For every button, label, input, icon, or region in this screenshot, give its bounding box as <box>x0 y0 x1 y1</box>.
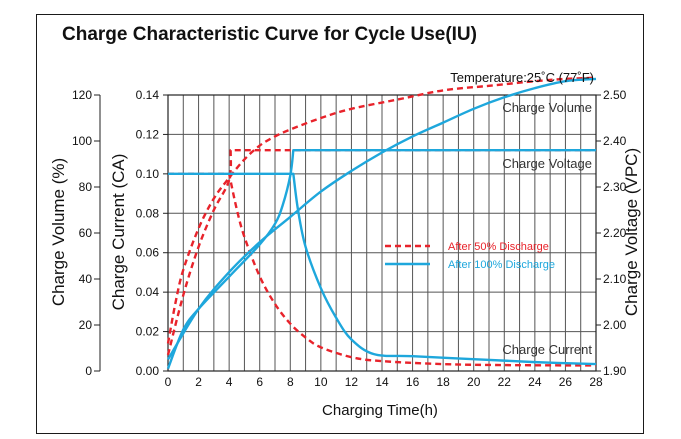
x-tick-label: 16 <box>406 375 420 389</box>
y-axis-label-voltage: Charge Voltage (VPC) <box>622 148 641 316</box>
current-tick-label: 0.10 <box>136 167 160 181</box>
annotation-charge-volume: Charge Volume <box>502 100 592 115</box>
volume-tick-label: 0 <box>85 364 92 378</box>
x-tick-label: 26 <box>559 375 573 389</box>
y-axis-label-current: Charge Current (CA) <box>109 154 128 311</box>
current-tick-label: 0.06 <box>136 246 160 260</box>
voltage-tick-label: 2.20 <box>603 226 627 240</box>
current-tick-label: 0.12 <box>136 127 160 141</box>
x-tick-label: 4 <box>226 375 233 389</box>
x-tick-label: 22 <box>498 375 512 389</box>
volume-tick-label: 40 <box>79 272 93 286</box>
legend-label: After 100% Discharge <box>448 259 555 271</box>
x-tick-label: 18 <box>436 375 450 389</box>
current-tick-label: 0.08 <box>136 206 160 220</box>
current-tick-label: 0.14 <box>136 88 160 102</box>
voltage-tick-label: 2.50 <box>603 88 627 102</box>
voltage-tick-label: 2.40 <box>603 134 627 148</box>
volume-tick-label: 80 <box>79 180 93 194</box>
x-tick-label: 6 <box>256 375 263 389</box>
volume-line-after-100 <box>166 77 597 361</box>
annotation-charge-voltage: Charge Voltage <box>502 156 592 171</box>
y-axis-label-volume: Charge Volume (%) <box>49 158 68 306</box>
x-tick-label: 8 <box>287 375 294 389</box>
current-tick-label: 0.02 <box>136 325 160 339</box>
x-axis-label: Charging Time(h) <box>322 402 438 419</box>
current-tick-label: 0.00 <box>136 364 160 378</box>
x-tick-label: 2 <box>195 375 202 389</box>
volume-tick-label: 100 <box>72 134 92 148</box>
current-line-after-50 <box>168 172 597 367</box>
voltage-line-after-100 <box>166 149 596 370</box>
annotation-charge-current: Charge Current <box>502 342 592 357</box>
legend-label: After 50% Discharge <box>448 241 549 253</box>
volume-tick-label: 120 <box>72 88 92 102</box>
chart-frame <box>36 14 644 434</box>
volume-tick-label: 20 <box>79 318 93 332</box>
current-tick-label: 0.04 <box>136 285 160 299</box>
voltage-tick-label: 2.30 <box>603 180 627 194</box>
voltage-tick-label: 2.10 <box>603 272 627 286</box>
series-layer <box>166 76 597 370</box>
voltage-tick-label: 2.00 <box>603 318 627 332</box>
x-tick-label: 20 <box>467 375 481 389</box>
x-tick-label: 24 <box>528 375 542 389</box>
chart-title: Charge Characteristic Curve for Cycle Us… <box>62 24 477 45</box>
volume-line-after-50 <box>166 76 597 344</box>
x-tick-label: 0 <box>165 375 172 389</box>
grid <box>167 94 597 372</box>
volume-tick-label: 60 <box>79 226 93 240</box>
x-tick-label: 10 <box>314 375 328 389</box>
voltage-tick-label: 1.90 <box>603 364 627 378</box>
legend: After 50% Discharge After 100% Discharge <box>385 241 555 271</box>
x-tick-label: 14 <box>375 375 389 389</box>
temperature-label: Temperature:25˚C (77˚F) <box>450 70 594 85</box>
axes: 0 2 4 6 8 10 12 14 16 18 20 22 24 26 28020406080100120… <box>72 88 627 389</box>
current-line-after-100 <box>168 172 597 366</box>
x-tick-label: 12 <box>345 375 359 389</box>
x-tick-label: 28 <box>589 375 603 389</box>
